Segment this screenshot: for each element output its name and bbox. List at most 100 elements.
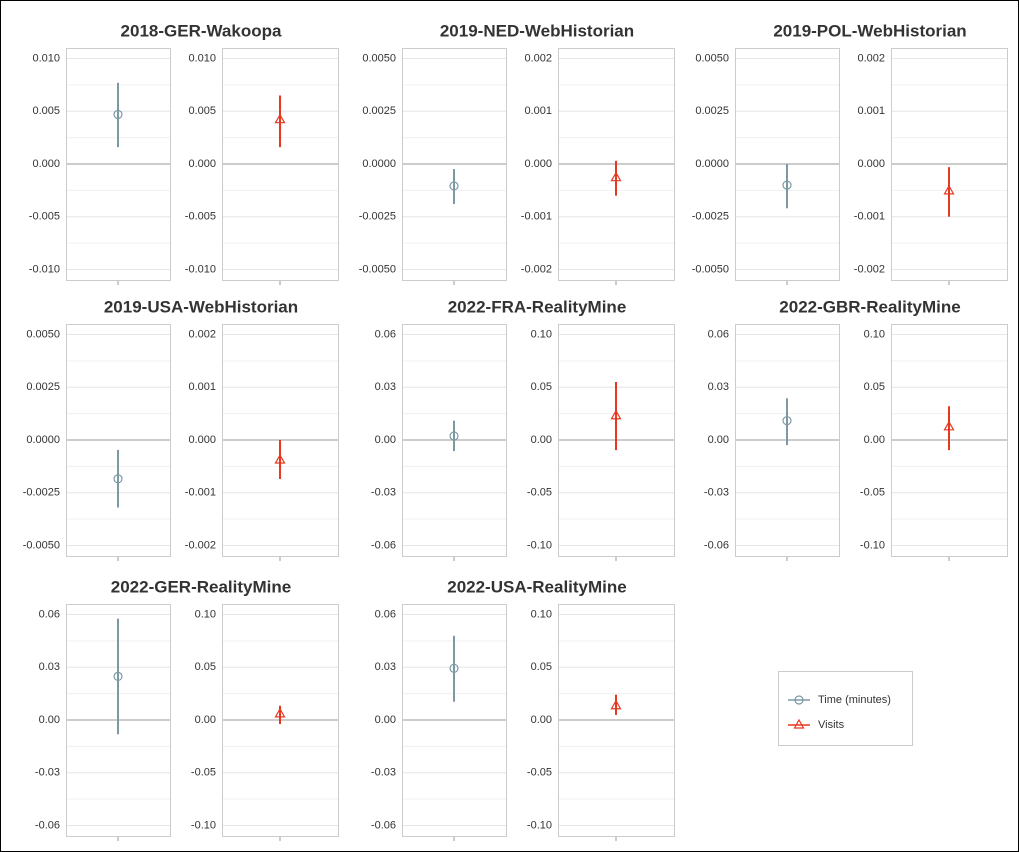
y-tick-label: 0.0025 [695, 105, 729, 117]
y-tick-label: 0.00 [39, 714, 60, 726]
y-tick-label: 0.06 [708, 328, 729, 340]
panel-title: 2018-GER-Wakoopa [121, 21, 282, 40]
y-tick-label: 0.03 [375, 661, 396, 673]
y-tick-label: -0.10 [860, 539, 885, 551]
legend [778, 671, 913, 746]
y-tick-label: 0.001 [188, 381, 216, 393]
y-tick-label: 0.05 [531, 381, 552, 393]
y-tick-label: 0.010 [32, 52, 60, 64]
y-tick-label: 0.0000 [26, 434, 60, 446]
y-tick-label: -0.002 [854, 263, 885, 275]
y-tick-label: -0.05 [191, 767, 216, 779]
point [113, 474, 123, 484]
y-tick-label: 0.06 [39, 608, 60, 620]
y-tick-label: 0.05 [864, 381, 885, 393]
y-tick-label: 0.0000 [362, 158, 396, 170]
y-tick-label: 0.00 [708, 434, 729, 446]
y-tick-label: -0.05 [527, 767, 552, 779]
point [274, 707, 286, 718]
panel-title: 2022-GER-RealityMine [111, 577, 291, 596]
y-tick-label: 0.03 [375, 381, 396, 393]
y-tick-label: 0.00 [531, 714, 552, 726]
y-tick-label: 0.0050 [362, 52, 396, 64]
y-tick-label: -0.0050 [359, 263, 396, 275]
y-tick-label: 0.10 [531, 608, 552, 620]
panel-title: 2019-NED-WebHistorian [440, 21, 634, 40]
point [449, 663, 459, 673]
y-tick-label: -0.06 [35, 819, 60, 831]
point [943, 184, 955, 195]
y-tick-label: 0.10 [195, 608, 216, 620]
point [274, 113, 286, 124]
y-tick-label: -0.002 [521, 263, 552, 275]
y-tick-label: 0.0025 [26, 381, 60, 393]
y-tick-label: 0.05 [195, 661, 216, 673]
y-tick-label: 0.10 [531, 328, 552, 340]
y-tick-label: -0.0025 [23, 487, 60, 499]
y-tick-label: -0.03 [704, 487, 729, 499]
y-tick-label: -0.10 [527, 539, 552, 551]
y-tick-label: -0.03 [371, 767, 396, 779]
legend-marker [793, 718, 805, 729]
y-tick-label: 0.00 [195, 714, 216, 726]
y-tick-label: 0.005 [32, 105, 60, 117]
y-tick-label: -0.0025 [692, 211, 729, 223]
y-tick-label: 0.05 [531, 661, 552, 673]
y-tick-label: -0.001 [854, 211, 885, 223]
y-tick-label: 0.0050 [695, 52, 729, 64]
y-tick-label: -0.05 [527, 487, 552, 499]
y-tick-label: -0.10 [527, 819, 552, 831]
panel-title: 2019-POL-WebHistorian [773, 21, 966, 40]
point [449, 181, 459, 191]
point [610, 409, 622, 420]
y-tick-label: -0.06 [704, 539, 729, 551]
y-tick-label: 0.00 [531, 434, 552, 446]
y-tick-label: 0.03 [39, 661, 60, 673]
legend-label: Time (minutes) [818, 694, 891, 706]
y-tick-label: -0.005 [29, 211, 60, 223]
y-tick-label: 0.001 [524, 105, 552, 117]
panel-title: 2019-USA-WebHistorian [104, 297, 298, 316]
y-tick-label: 0.03 [708, 381, 729, 393]
point [274, 453, 286, 464]
y-tick-label: -0.06 [371, 539, 396, 551]
panel-title: 2022-FRA-RealityMine [448, 297, 627, 316]
point [610, 171, 622, 182]
y-tick-label: -0.0025 [359, 211, 396, 223]
y-tick-label: 0.000 [524, 158, 552, 170]
y-tick-label: -0.001 [521, 211, 552, 223]
point [943, 420, 955, 431]
y-tick-label: 0.06 [375, 328, 396, 340]
y-tick-label: 0.00 [375, 714, 396, 726]
y-tick-label: 0.10 [864, 328, 885, 340]
y-tick-label: 0.010 [188, 52, 216, 64]
y-tick-label: 0.0025 [362, 105, 396, 117]
y-tick-label: -0.03 [371, 487, 396, 499]
y-tick-label: -0.0050 [692, 263, 729, 275]
panel-title: 2022-GBR-RealityMine [779, 297, 960, 316]
y-tick-label: 0.002 [188, 328, 216, 340]
y-tick-label: -0.0050 [23, 539, 60, 551]
legend-marker [794, 695, 804, 705]
y-tick-label: 0.00 [864, 434, 885, 446]
y-tick-label: 0.000 [32, 158, 60, 170]
y-tick-label: 0.000 [188, 158, 216, 170]
y-tick-label: 0.002 [524, 52, 552, 64]
y-tick-label: -0.005 [185, 211, 216, 223]
point [782, 416, 792, 426]
y-tick-label: 0.06 [375, 608, 396, 620]
y-tick-label: 0.000 [857, 158, 885, 170]
y-tick-label: -0.010 [185, 263, 216, 275]
y-tick-label: 0.00 [375, 434, 396, 446]
panel-title: 2022-USA-RealityMine [447, 577, 627, 596]
y-tick-label: -0.002 [185, 539, 216, 551]
point [782, 180, 792, 190]
point [610, 699, 622, 710]
y-tick-label: 0.0000 [695, 158, 729, 170]
point [113, 109, 123, 120]
y-tick-label: -0.010 [29, 263, 60, 275]
y-tick-label: -0.05 [860, 487, 885, 499]
point [113, 671, 123, 682]
y-tick-label: -0.06 [371, 819, 396, 831]
